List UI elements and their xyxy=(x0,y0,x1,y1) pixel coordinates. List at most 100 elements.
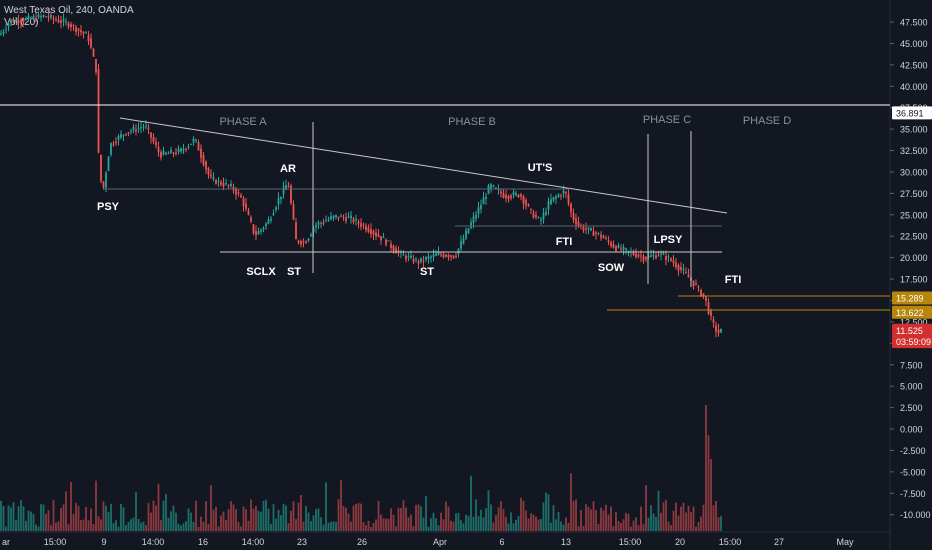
volume-bar xyxy=(182,523,185,531)
candle-body xyxy=(665,256,667,261)
candle-body xyxy=(105,172,107,188)
volume-bar xyxy=(432,512,435,531)
candle-body xyxy=(532,212,535,218)
time-tick-label: 15:00 xyxy=(719,537,742,547)
volume-bar xyxy=(675,502,677,531)
volume-bar xyxy=(477,516,480,531)
candle-body xyxy=(525,200,527,206)
time-tick-label: 26 xyxy=(357,537,367,547)
volume-bar xyxy=(90,508,92,531)
candle-body xyxy=(715,325,717,332)
candle-body xyxy=(617,245,620,248)
volume-bar xyxy=(170,511,172,531)
volume-bar xyxy=(60,507,62,531)
volume-bar xyxy=(280,515,282,531)
time-tick-label: 20 xyxy=(675,537,685,547)
price-tick-label: 12.500 xyxy=(900,317,928,327)
candle-body xyxy=(0,33,2,35)
volume-bar xyxy=(545,492,547,531)
candle-body xyxy=(120,134,122,138)
volume-bar xyxy=(7,505,10,531)
price-tick-label: -7.500 xyxy=(900,489,926,499)
volume-bar xyxy=(105,505,107,531)
candle-body xyxy=(370,229,372,235)
volume-bar xyxy=(710,459,712,531)
candle-body xyxy=(160,151,162,158)
time-tick-label: ar xyxy=(2,537,10,547)
volume-bar xyxy=(630,526,632,531)
time-tick-label: 6 xyxy=(499,537,504,547)
candle-body xyxy=(350,215,352,219)
price-tick-label: 0.000 xyxy=(900,425,923,435)
volume-bar xyxy=(647,517,650,531)
candle-body xyxy=(197,142,200,151)
candle-body xyxy=(345,217,347,222)
volume-bar xyxy=(595,509,597,531)
volume-bar xyxy=(275,518,277,531)
volume-bar xyxy=(597,523,600,531)
candle-body xyxy=(227,185,230,187)
volume-bar xyxy=(682,502,685,531)
volume-bar xyxy=(567,522,570,531)
volume-bar xyxy=(245,509,247,531)
candle-body xyxy=(67,23,70,28)
candle-body xyxy=(470,222,472,229)
volume-bar xyxy=(230,501,232,531)
volume-bar xyxy=(122,507,125,531)
volume-bar xyxy=(12,502,15,531)
candle-body xyxy=(595,232,597,234)
candle-body xyxy=(597,232,600,234)
candle-body xyxy=(605,238,607,240)
volume-bar xyxy=(47,510,50,531)
candle-body xyxy=(317,222,320,225)
candle-body xyxy=(430,256,432,258)
candle-body xyxy=(600,234,602,238)
candle-body xyxy=(337,216,340,219)
time-tick-label: 13 xyxy=(561,537,571,547)
candle-body xyxy=(247,210,250,215)
volume-bar xyxy=(132,517,135,531)
candle-body xyxy=(147,127,150,130)
volume-bar xyxy=(207,524,210,531)
candle-body xyxy=(252,224,255,233)
candle-body xyxy=(422,260,425,262)
candle-body xyxy=(622,246,625,250)
candle-body xyxy=(287,185,290,188)
label-psy: PSY xyxy=(97,201,120,213)
candle-body xyxy=(520,194,522,197)
candle-body xyxy=(80,30,82,33)
volume-bar xyxy=(155,505,157,531)
volume-bar xyxy=(290,510,292,531)
candle-body xyxy=(395,248,397,254)
candle-body xyxy=(460,241,462,249)
candle-body xyxy=(682,268,685,270)
volume-bar xyxy=(65,491,67,531)
candle-body xyxy=(512,192,515,196)
candle-body xyxy=(547,201,550,210)
price-tick-label: -2.500 xyxy=(900,446,926,456)
volume-bar xyxy=(687,505,690,531)
volume-bar xyxy=(127,521,130,531)
candle-body xyxy=(592,231,595,236)
volume-bar xyxy=(562,524,565,531)
candle-body xyxy=(652,254,655,257)
volume-bar xyxy=(232,504,235,531)
volume-bar xyxy=(355,503,357,531)
label-sclx: SCLX xyxy=(246,266,276,278)
candle-body xyxy=(205,161,207,170)
volume-bar xyxy=(192,521,195,531)
volume-bar xyxy=(5,526,7,531)
price-tick-label: 17.500 xyxy=(900,275,928,285)
candle-body xyxy=(670,258,672,261)
candle-body xyxy=(492,185,495,187)
candle-body xyxy=(667,256,670,258)
candle-body xyxy=(352,218,355,223)
volume-bar xyxy=(575,499,577,531)
candle-body xyxy=(87,35,90,41)
candle-body xyxy=(625,248,627,251)
label-st-1: ST xyxy=(287,266,301,278)
volume-bar xyxy=(702,504,705,531)
volume-bar xyxy=(600,507,602,531)
candle-body xyxy=(507,195,510,199)
